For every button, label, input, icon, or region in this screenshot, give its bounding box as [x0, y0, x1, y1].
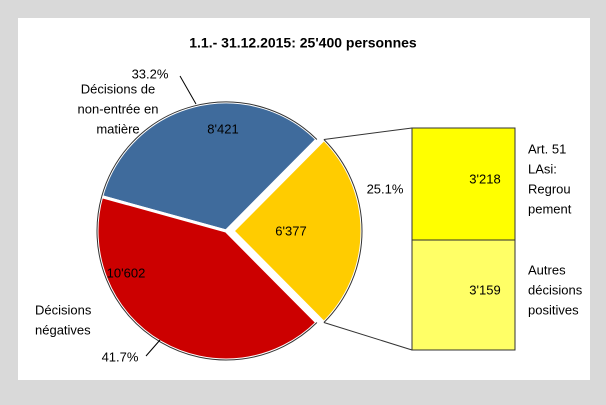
- leader-line: [179, 75, 197, 105]
- breakdown-label: positives: [528, 302, 579, 317]
- slice-label: Décisions: [35, 302, 92, 317]
- slice-outline: [101, 101, 318, 197]
- percent-label: 41.7%: [102, 349, 139, 364]
- value-label: 3'218: [469, 171, 500, 186]
- chart-title: 1.1.- 31.12.2015: 25'400 personnes: [189, 35, 417, 51]
- slice-label: non-entrée en: [78, 101, 159, 116]
- slice-outline: [323, 139, 363, 323]
- value-label: 10'602: [107, 265, 146, 280]
- value-label: 8'421: [207, 121, 238, 136]
- breakdown-label: Regrou: [528, 181, 571, 196]
- slice-label: Décisions de: [81, 81, 155, 96]
- slice-outline: [96, 196, 318, 361]
- percent-label: 25.1%: [367, 181, 404, 196]
- percent-label: 33.2%: [132, 66, 169, 81]
- connector: [323, 127, 413, 140]
- breakdown-bar: [411, 239, 516, 351]
- leader-line: [145, 339, 161, 357]
- slice-label: matière: [96, 121, 139, 136]
- connector: [323, 322, 413, 351]
- breakdown-label: pement: [528, 201, 572, 216]
- value-label: 3'159: [469, 282, 500, 297]
- breakdown-label: Autres: [528, 262, 566, 277]
- value-label: 6'377: [275, 223, 306, 238]
- breakdown-bar: [411, 127, 516, 241]
- breakdown-label: décisions: [528, 282, 583, 297]
- breakdown-label: Art. 51: [528, 141, 566, 156]
- slice-label: négatives: [35, 322, 91, 337]
- breakdown-label: LAsi:: [528, 161, 557, 176]
